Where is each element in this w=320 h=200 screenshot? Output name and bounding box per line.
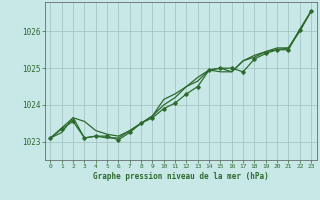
X-axis label: Graphe pression niveau de la mer (hPa): Graphe pression niveau de la mer (hPa)	[93, 172, 269, 181]
